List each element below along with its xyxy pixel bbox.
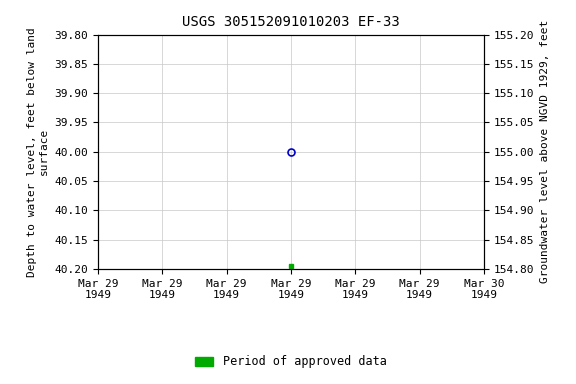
- Y-axis label: Groundwater level above NGVD 1929, feet: Groundwater level above NGVD 1929, feet: [540, 20, 550, 283]
- Legend: Period of approved data: Period of approved data: [191, 351, 391, 373]
- Title: USGS 305152091010203 EF-33: USGS 305152091010203 EF-33: [182, 15, 400, 29]
- Y-axis label: Depth to water level, feet below land
surface: Depth to water level, feet below land su…: [27, 27, 49, 276]
